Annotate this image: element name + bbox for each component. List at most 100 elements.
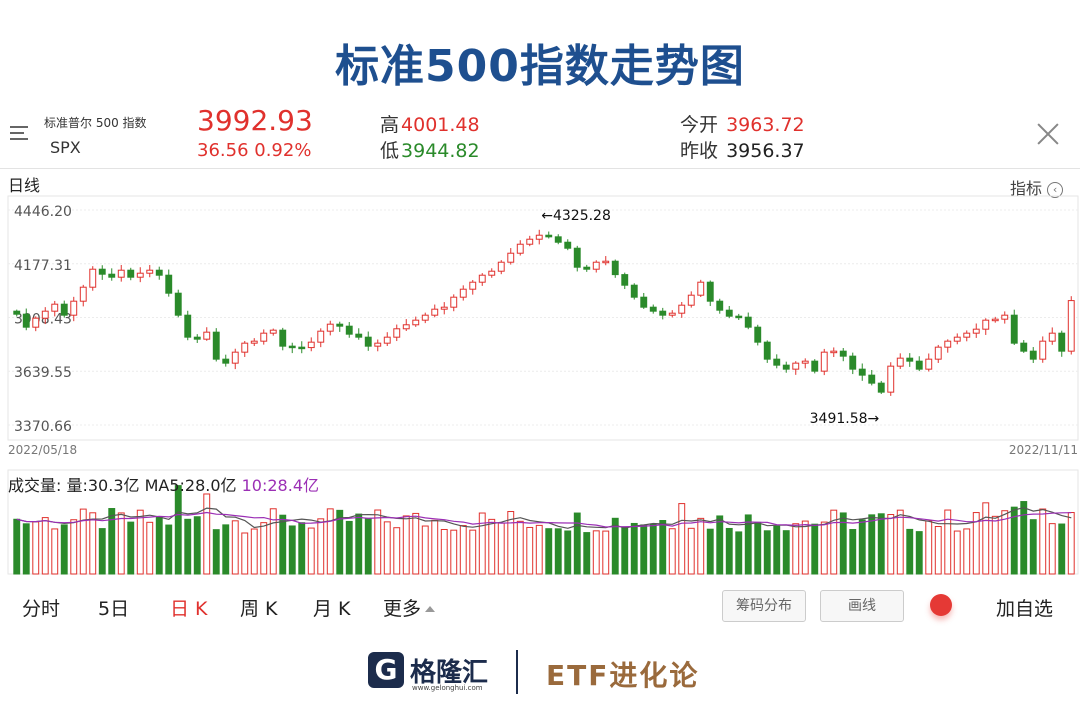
candle	[668, 312, 676, 316]
candle	[336, 323, 344, 327]
candle	[554, 236, 562, 243]
volume-bar	[1067, 512, 1075, 575]
tab-weekly[interactable]: 周 K	[240, 598, 278, 620]
volume-bar	[117, 512, 125, 575]
candle	[22, 313, 30, 328]
volume-bar	[820, 521, 828, 575]
candle	[250, 340, 258, 344]
footer-brand: G 格隆汇 www.gelonghui.com ETF进化论	[0, 640, 1080, 710]
divider	[0, 168, 1080, 169]
volume-bar	[488, 518, 496, 575]
candle	[583, 266, 591, 270]
volume-bar	[972, 512, 980, 575]
candle	[963, 332, 971, 338]
volume-plot-frame	[7, 469, 1079, 575]
chip-distribution-button[interactable]: 筹码分布	[722, 590, 806, 622]
candle	[925, 358, 933, 370]
caret-up-icon	[425, 606, 436, 612]
volume-bar	[193, 516, 201, 575]
volume-ma10: 10:28.4亿	[241, 476, 320, 495]
candle	[364, 336, 372, 347]
candle	[241, 342, 249, 353]
candle	[564, 241, 572, 249]
candle	[868, 374, 876, 384]
volume-bar	[849, 529, 857, 575]
volume-bar	[355, 513, 363, 575]
candle	[934, 346, 942, 360]
volume-bar	[678, 503, 686, 575]
volume-bar	[621, 526, 629, 575]
volume-bar	[440, 528, 448, 575]
volume-bar	[915, 531, 923, 575]
volume-bar	[212, 529, 220, 575]
high-field: 高 4001.48	[380, 110, 480, 137]
candle	[763, 341, 771, 360]
indicator-button[interactable]: 指标 ‹	[1010, 175, 1064, 199]
candle	[450, 296, 458, 308]
volume-bar	[573, 512, 581, 575]
volume-bar	[402, 515, 410, 575]
candle	[70, 300, 78, 316]
candlestick-chart: 4446.204177.313908.433639.553370.66←4325…	[7, 195, 1079, 575]
volume-label: 成交量: 量:30.3亿 MA5:28.0亿	[8, 476, 242, 495]
volume-bar	[811, 523, 819, 575]
y-tick-label: 3639.55	[14, 365, 72, 381]
tab-daily[interactable]: 日 K	[170, 598, 208, 620]
volume-bar	[1048, 523, 1056, 575]
high-label: 高	[380, 114, 400, 136]
volume-bar	[982, 502, 990, 575]
volume-bar	[858, 519, 866, 575]
draw-line-button[interactable]: 画线	[820, 590, 904, 622]
volume-bar	[716, 515, 724, 575]
candle	[811, 360, 819, 372]
volume-bar	[725, 527, 733, 575]
candle	[649, 306, 657, 312]
add-favorite-button[interactable]: 加自选	[996, 598, 1054, 620]
candle	[165, 274, 173, 294]
candle	[136, 272, 144, 278]
candle	[697, 281, 705, 296]
tab-monthly[interactable]: 月 K	[313, 598, 351, 620]
footer-divider	[516, 650, 518, 694]
volume-bar	[1029, 519, 1037, 575]
volume-bar	[146, 521, 154, 575]
volume-bar	[877, 513, 885, 575]
volume-bar	[364, 517, 372, 575]
volume-bar	[516, 520, 524, 575]
candle	[60, 303, 68, 316]
volume-bar	[934, 526, 942, 575]
candle	[640, 296, 648, 308]
candle	[1020, 342, 1028, 352]
volume-bar	[535, 524, 543, 575]
tab-intraday[interactable]: 分时	[22, 598, 61, 620]
candle	[79, 286, 87, 302]
candle	[792, 362, 800, 370]
candle	[944, 340, 952, 348]
volume-bar	[611, 517, 619, 575]
open-field: 今开 3963.72	[680, 110, 805, 137]
tab-5day[interactable]: 5日	[98, 598, 130, 620]
candle	[820, 351, 828, 372]
record-dot-icon[interactable]	[930, 594, 952, 616]
candle	[1048, 332, 1056, 342]
candle	[108, 273, 116, 278]
extreme-annotation: ←4325.28	[541, 208, 611, 224]
period-label: 日线	[8, 176, 41, 195]
volume-bar	[165, 524, 173, 575]
candle	[1029, 350, 1037, 360]
menu-icon[interactable]	[10, 124, 32, 142]
candle	[535, 234, 543, 240]
volume-bar	[60, 524, 68, 575]
tab-more[interactable]: 更多	[383, 594, 436, 621]
volume-bar	[744, 514, 752, 575]
candle	[146, 269, 154, 274]
volume-bar	[991, 515, 999, 575]
candle	[497, 261, 505, 272]
volume-bar	[469, 529, 477, 575]
candle	[478, 274, 486, 283]
volume-bar	[839, 512, 847, 575]
candle	[269, 329, 277, 334]
candle	[982, 319, 990, 330]
volume-bar	[801, 520, 809, 575]
candle	[801, 360, 809, 364]
